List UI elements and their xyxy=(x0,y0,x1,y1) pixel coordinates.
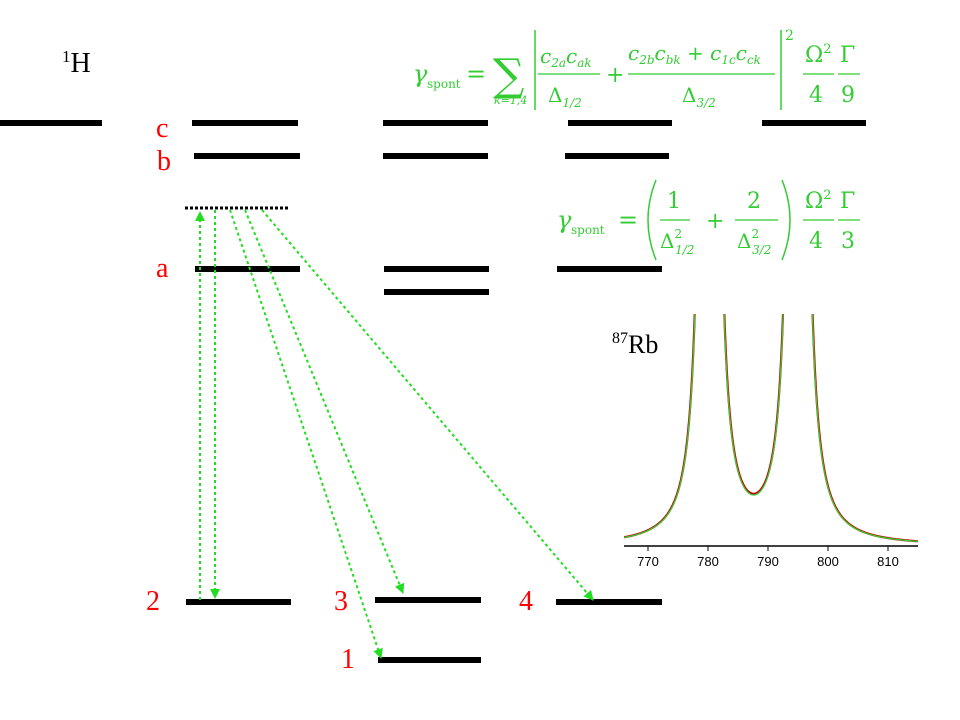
f2-sub: spont xyxy=(571,223,605,237)
f2-four: 4 xyxy=(809,229,823,254)
f1-t2-den: Δ3/2 xyxy=(682,83,716,110)
f2-plus: + xyxy=(706,209,724,234)
rb-spectrum-chart: 770 780 790 800 810 xyxy=(624,314,918,569)
f2-paren-left xyxy=(647,179,657,261)
f1-t1-num: c2acak xyxy=(540,44,592,70)
f1-Gamma: Γ xyxy=(840,43,855,68)
f1-gamma: γ xyxy=(413,60,428,88)
f1-t2-num: c2bcbk + c1ccck xyxy=(628,41,761,67)
arrow-to-4 xyxy=(261,209,594,601)
state-label-2: 2 xyxy=(146,586,160,617)
f1-four: 4 xyxy=(809,83,823,108)
transition-arrows xyxy=(195,209,594,659)
f2-one: 1 xyxy=(667,189,681,214)
hydrogen-symbol: H xyxy=(71,48,91,79)
state-label-a: a xyxy=(156,253,169,284)
arrow-to-1 xyxy=(229,209,383,659)
arrow-to-3 xyxy=(244,209,405,594)
state-label-3: 3 xyxy=(334,586,348,617)
rubidium-label: 87Rb xyxy=(612,330,658,359)
f2-Gamma: Γ xyxy=(840,189,855,214)
series-line-0 xyxy=(624,314,918,543)
f1-sum-under: k=1,4 xyxy=(494,94,527,107)
formula-approx: γ spont = 1 Δ2 1/2 + 2 Δ2 3/2 Ω2 4 Γ 3 xyxy=(557,179,860,261)
f1-eq: = xyxy=(466,60,486,88)
f2-three: 3 xyxy=(841,229,855,254)
f1-nine: 9 xyxy=(841,83,855,108)
x-tick-label: 770 xyxy=(637,554,659,569)
f2-d1: Δ2 1/2 xyxy=(660,227,694,257)
rubidium-mass: 87 xyxy=(612,330,628,347)
state-label-c: c xyxy=(156,113,168,144)
rubidium-symbol: Rb xyxy=(628,330,658,359)
chart-curves xyxy=(624,314,918,543)
x-tick-label: 810 xyxy=(877,554,899,569)
state-labels: c b a 2 3 4 1 xyxy=(146,113,533,675)
x-tick-label: 800 xyxy=(817,554,839,569)
hydrogen-label: 1H xyxy=(62,47,91,79)
f2-gamma: γ xyxy=(557,206,572,234)
state-label-4: 4 xyxy=(519,586,533,617)
f1-t1-den: Δ1/2 xyxy=(548,83,582,110)
f2-omega: Ω2 xyxy=(805,188,832,214)
series-line-1 xyxy=(624,314,918,543)
f2-eq: = xyxy=(618,206,638,234)
x-tick-label: 790 xyxy=(757,554,779,569)
formula-full: γ spont = ∑ k=1,4 c2acak Δ1/2 + c2bcbk +… xyxy=(413,28,860,110)
f1-sub: spont xyxy=(427,77,461,91)
f1-exp: 2 xyxy=(785,28,794,44)
chart-ticks: 770 780 790 800 810 xyxy=(637,546,899,569)
f2-paren-right xyxy=(781,179,791,261)
f2-two: 2 xyxy=(747,189,761,214)
state-label-b: b xyxy=(157,146,171,177)
energy-levels xyxy=(0,120,866,663)
hydrogen-mass: 1 xyxy=(62,47,71,66)
state-label-1: 1 xyxy=(341,644,355,675)
f1-plus: + xyxy=(606,63,624,88)
f2-d2: Δ2 3/2 xyxy=(737,227,771,257)
f1-omega: Ω2 xyxy=(805,42,832,68)
f1-sum: ∑ xyxy=(493,50,524,101)
x-tick-label: 780 xyxy=(697,554,719,569)
